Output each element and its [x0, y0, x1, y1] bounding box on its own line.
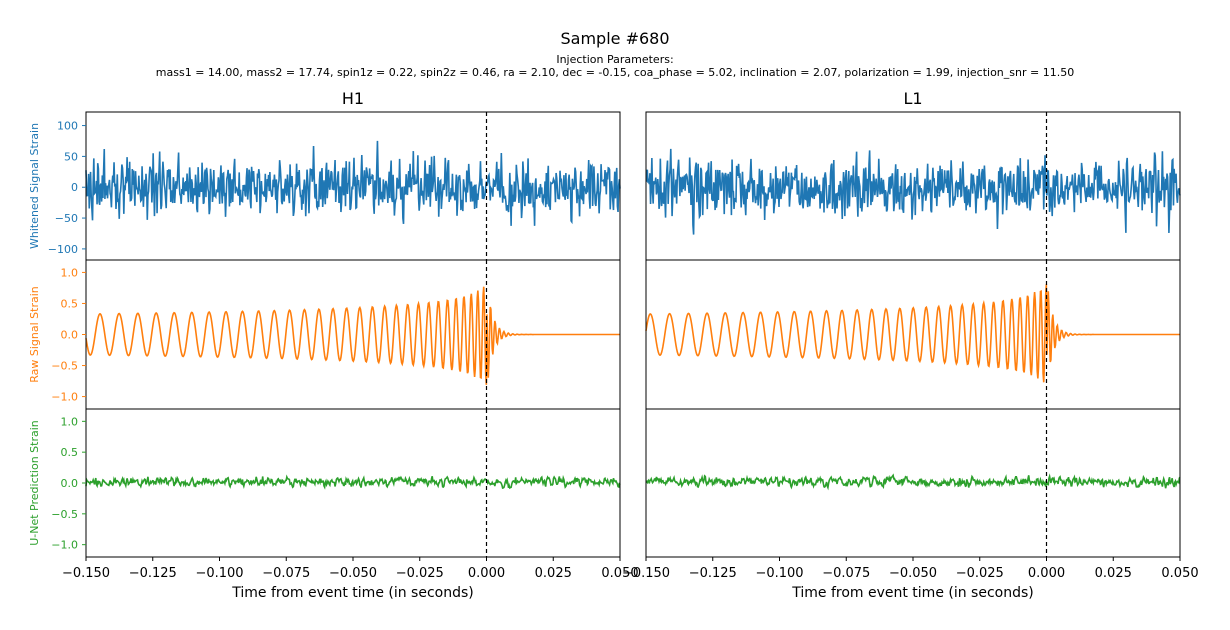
- params-heading: Injection Parameters:: [556, 53, 673, 66]
- y-tick-label: 100: [57, 120, 78, 133]
- x-tick-label: 0.050: [601, 566, 638, 581]
- y-tick-label: 1.0: [61, 266, 79, 279]
- x-tick-label: −0.125: [129, 566, 177, 581]
- x-tick-label: −0.100: [755, 566, 803, 581]
- x-tick-label: −0.025: [396, 566, 444, 581]
- series-line-raw-signal-strain: [85, 286, 620, 385]
- y-tick-label: −1.0: [51, 391, 78, 404]
- column-title: H1: [342, 89, 364, 108]
- x-tick-label: −0.150: [62, 566, 110, 581]
- y-tick-label: 1.0: [61, 415, 79, 428]
- x-tick-label: 0.050: [1161, 566, 1198, 581]
- figure-title: Sample #680: [560, 29, 669, 48]
- x-tick-label: 0.025: [1095, 566, 1132, 581]
- y-tick-label: 0: [71, 181, 78, 194]
- plot-area: H1 −100 −50 0 50 100 Whitened Signal Strain −1.…: [28, 89, 1199, 601]
- axes-l1-row-1: [645, 259, 1181, 410]
- y-tick-label: 50: [64, 150, 78, 163]
- y-tick-label: −100: [48, 243, 78, 256]
- x-tick-label: −0.100: [195, 566, 243, 581]
- y-tick-label: −50: [55, 212, 78, 225]
- y-tick-label: 0.0: [61, 329, 79, 342]
- x-tick-label: −0.050: [889, 566, 937, 581]
- y-axis-label: U-Net Prediction Strain: [28, 420, 41, 546]
- y-tick-label: −0.5: [51, 508, 78, 521]
- y-tick-label: −0.5: [51, 360, 78, 373]
- y-tick-label: 0.5: [61, 446, 79, 459]
- x-tick-label: 0.000: [468, 566, 505, 581]
- x-tick-label: −0.075: [822, 566, 870, 581]
- column-title: L1: [903, 89, 922, 108]
- series-line-whitened-signal-strain: [645, 148, 1181, 235]
- y-tick-label: −1.0: [51, 539, 78, 552]
- axes-h1-row-2: −1.0 −0.5 0.0 0.5 1.0 U-Net Prediction Strain: [28, 408, 621, 558]
- x-tick-label: 0.000: [1028, 566, 1065, 581]
- y-axis-label: Raw Signal Strain: [28, 286, 41, 383]
- axes-h1-row-0: −100 −50 0 50 100 Whitened Signal Strain: [28, 111, 621, 261]
- series-line-raw-signal-strain: [645, 284, 1180, 383]
- column-h1: H1 −100 −50 0 50 100 Whitened Signal Strain −1.…: [28, 89, 639, 601]
- x-axis-label: Time from event time (in seconds): [231, 585, 474, 601]
- axes-h1-row-1: −1.0 −0.5 0.0 0.5 1.0 Raw Signal Strain: [28, 259, 621, 410]
- column-l1: L1 −0.150 −0.125 −0.100 −0.075 −0.050 −0.025 0.…: [622, 89, 1199, 601]
- x-tick-label: −0.150: [622, 566, 670, 581]
- y-axis-label: Whitened Signal Strain: [28, 123, 41, 249]
- series-line-u-net-prediction-strain: [645, 473, 1181, 491]
- x-tick-label: −0.125: [689, 566, 737, 581]
- series-line-u-net-prediction-strain: [85, 474, 621, 490]
- y-tick-label: 0.5: [61, 297, 79, 310]
- series-line-whitened-signal-strain: [85, 140, 621, 226]
- x-tick-label: −0.025: [956, 566, 1004, 581]
- x-tick-label: 0.025: [535, 566, 572, 581]
- x-tick-label: −0.075: [262, 566, 310, 581]
- x-axis-label: Time from event time (in seconds): [791, 585, 1034, 601]
- x-tick-label: −0.050: [329, 566, 377, 581]
- axes-l1-row-0: [645, 111, 1181, 261]
- params-text: mass1 = 14.00, mass2 = 17.74, spin1z = 0…: [156, 66, 1074, 79]
- y-tick-label: 0.0: [61, 477, 79, 490]
- axes-l1-row-2: [645, 408, 1181, 558]
